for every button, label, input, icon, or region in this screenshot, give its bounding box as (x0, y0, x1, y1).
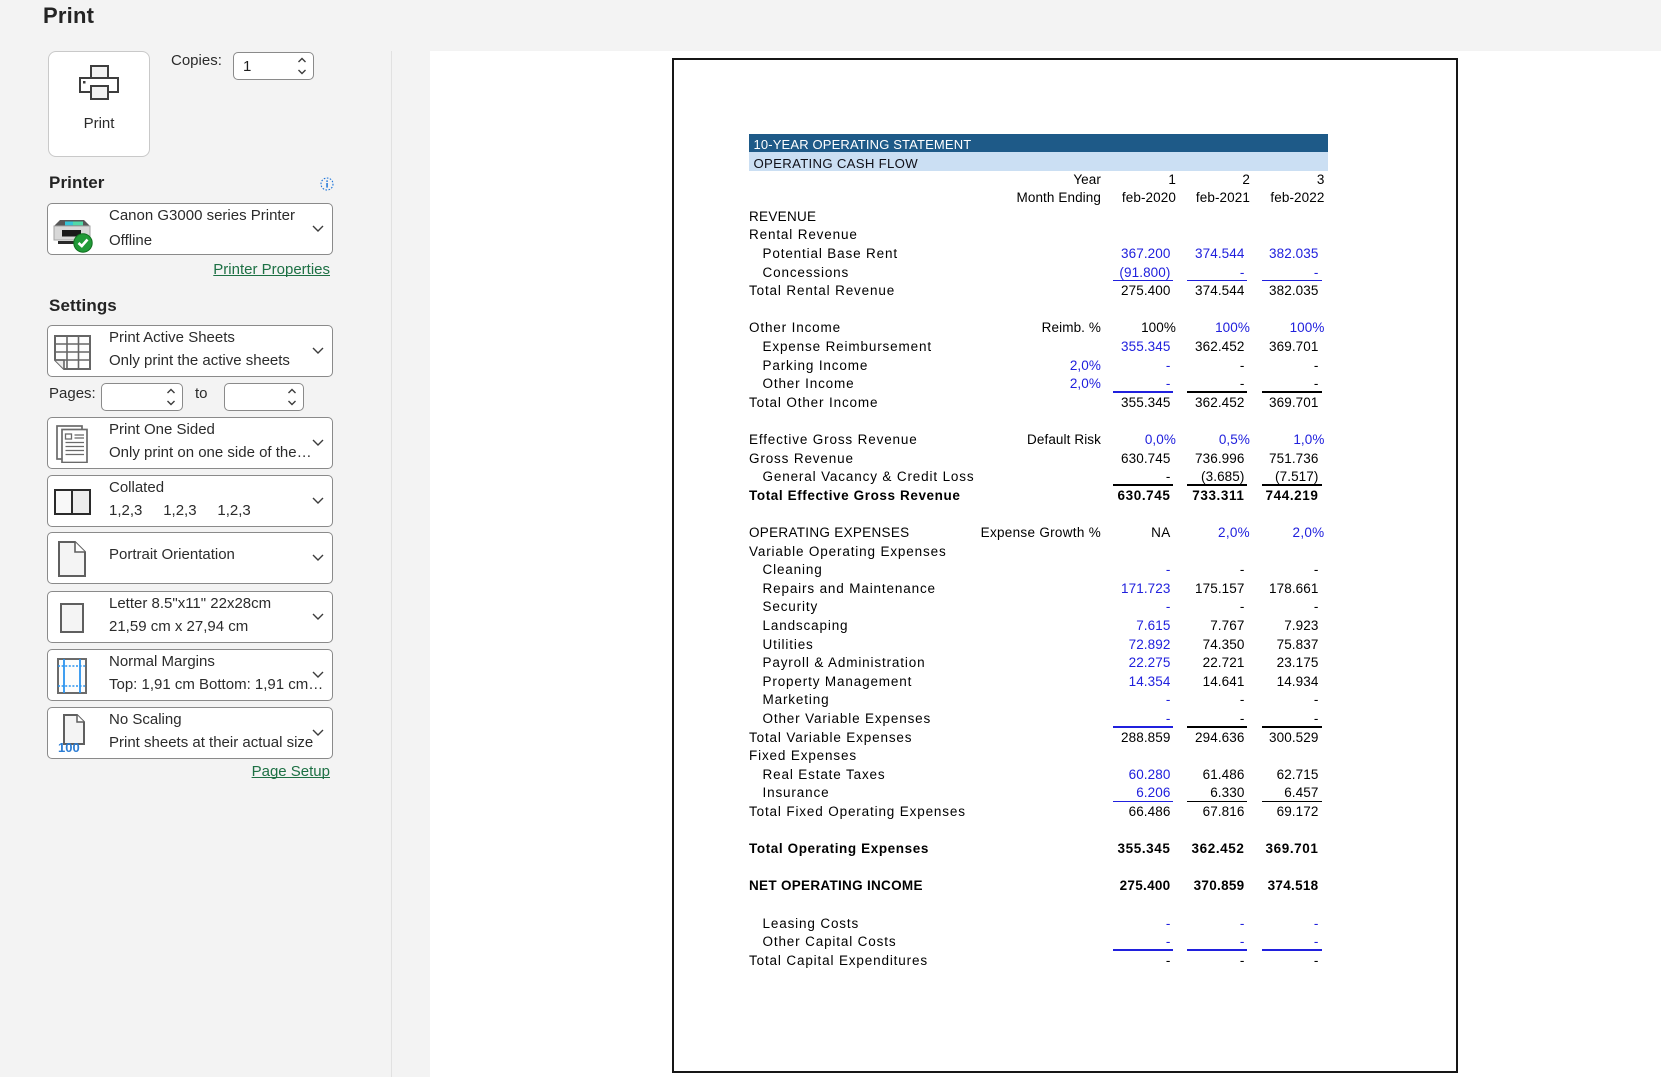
svg-text:100: 100 (58, 740, 80, 754)
